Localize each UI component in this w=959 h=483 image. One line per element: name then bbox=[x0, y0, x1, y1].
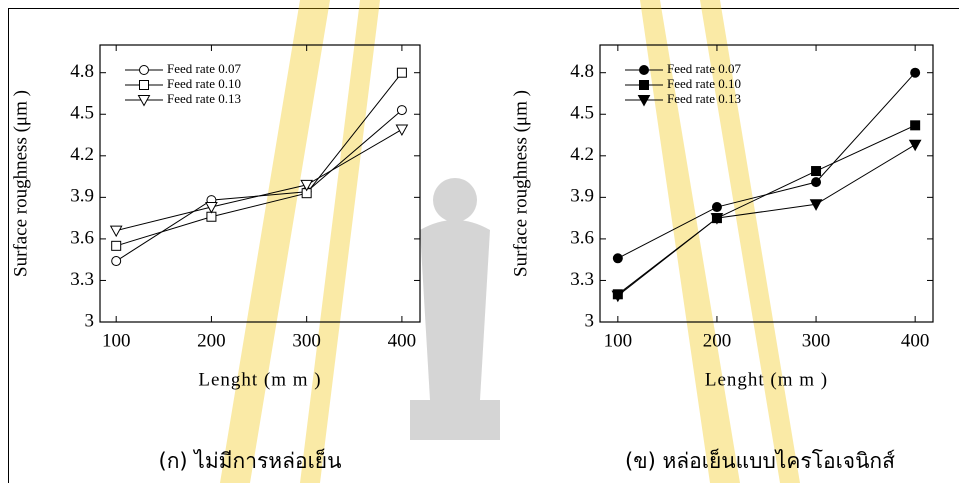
marker bbox=[139, 80, 149, 90]
marker bbox=[300, 179, 314, 192]
caption: (ข) หล่อเย็นแบบไครโอเจนิกส์ bbox=[625, 447, 895, 473]
legend-label: Feed rate 0.13 bbox=[167, 91, 241, 106]
x-tick-label: 100 bbox=[604, 330, 633, 351]
marker bbox=[910, 120, 921, 131]
x-tick-label: 400 bbox=[901, 330, 930, 351]
marker bbox=[711, 202, 722, 213]
y-tick-label: 4.8 bbox=[570, 61, 594, 82]
x-tick-label: 200 bbox=[703, 330, 732, 351]
x-tick-label: 400 bbox=[388, 330, 417, 351]
y-tick-label: 4.8 bbox=[70, 61, 94, 82]
y-tick-label: 3 bbox=[85, 310, 95, 331]
marker bbox=[139, 65, 149, 75]
legend-label: Feed rate 0.07 bbox=[667, 61, 742, 76]
legend-label: Feed rate 0.13 bbox=[667, 91, 741, 106]
x-tick-label: 300 bbox=[292, 330, 321, 351]
y-tick-label: 3.9 bbox=[570, 186, 594, 207]
marker bbox=[396, 105, 407, 116]
y-tick-label: 3.6 bbox=[70, 227, 94, 248]
marker bbox=[639, 65, 649, 75]
y-tick-label: 3.3 bbox=[570, 269, 594, 290]
watermark bbox=[220, 0, 800, 483]
marker bbox=[612, 253, 623, 264]
frame bbox=[8, 8, 959, 483]
marker bbox=[137, 95, 151, 107]
marker bbox=[109, 225, 123, 238]
x-tick-label: 200 bbox=[197, 330, 226, 351]
y-tick-label: 3.6 bbox=[570, 227, 594, 248]
marker bbox=[395, 124, 409, 137]
y-tick-label: 3 bbox=[585, 310, 595, 331]
series-line bbox=[116, 129, 403, 232]
series-line bbox=[116, 72, 403, 247]
marker bbox=[396, 67, 407, 78]
x-tick-label: 300 bbox=[802, 330, 831, 351]
marker bbox=[811, 177, 822, 188]
y-tick-label: 4.5 bbox=[70, 103, 94, 124]
y-axis-label: Surface roughness (μm ) bbox=[510, 90, 531, 277]
plot-frame bbox=[599, 44, 934, 323]
marker bbox=[910, 67, 921, 78]
marker bbox=[611, 290, 625, 303]
y-tick-label: 4.2 bbox=[570, 144, 594, 165]
marker bbox=[206, 211, 217, 222]
x-axis-label: Lenght (m m ) bbox=[705, 369, 828, 390]
legend-label: Feed rate 0.10 bbox=[667, 76, 741, 91]
marker bbox=[811, 166, 822, 177]
y-tick-label: 4.2 bbox=[70, 144, 94, 165]
y-tick-label: 3.9 bbox=[70, 186, 94, 207]
marker bbox=[205, 202, 218, 214]
marker bbox=[908, 139, 922, 152]
x-tick-label: 100 bbox=[102, 330, 131, 351]
marker bbox=[111, 256, 122, 267]
legend-label: Feed rate 0.10 bbox=[167, 76, 241, 91]
marker bbox=[639, 80, 649, 90]
x-axis-label: Lenght (m m ) bbox=[198, 369, 321, 390]
y-axis-label: Surface roughness (μm ) bbox=[10, 90, 31, 277]
plot-frame bbox=[99, 44, 421, 323]
y-tick-label: 4.5 bbox=[570, 103, 594, 124]
series-line bbox=[617, 144, 916, 297]
marker bbox=[111, 240, 122, 251]
marker bbox=[710, 213, 724, 225]
caption: (ก) ไม่มีการหล่อเย็น bbox=[159, 447, 342, 473]
y-tick-label: 3.3 bbox=[70, 269, 94, 290]
legend-label: Feed rate 0.07 bbox=[167, 61, 242, 76]
marker bbox=[637, 95, 651, 107]
series-line bbox=[617, 124, 916, 295]
marker bbox=[809, 199, 823, 211]
